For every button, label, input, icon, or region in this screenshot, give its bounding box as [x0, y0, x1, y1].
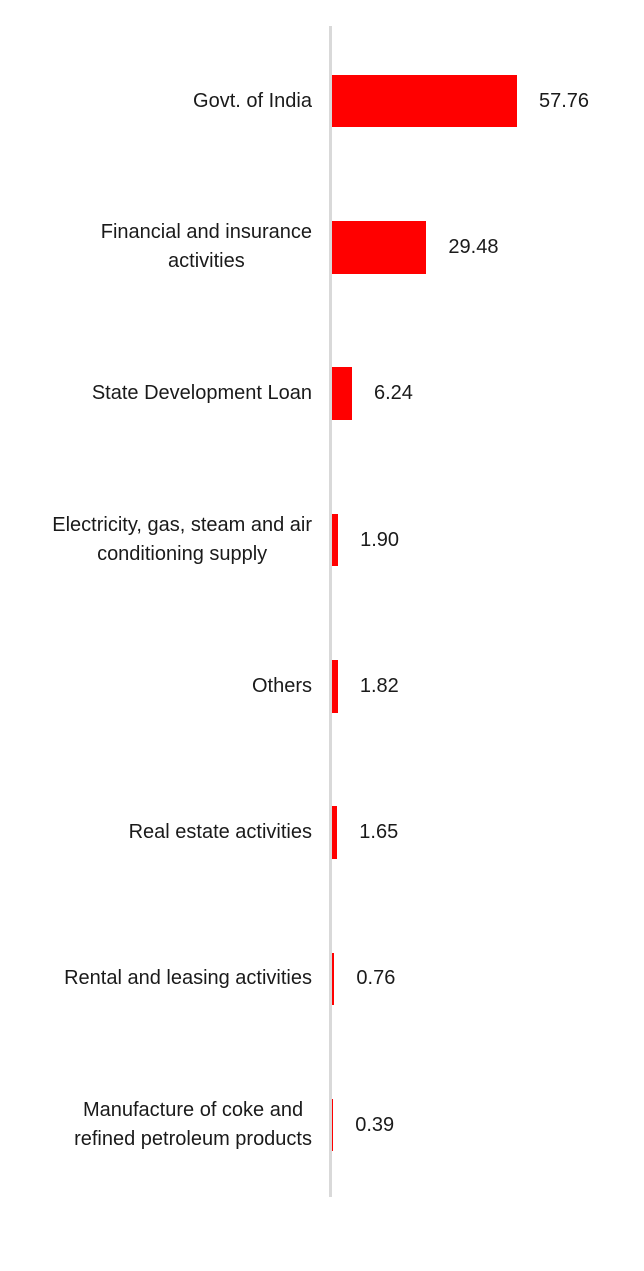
bar-row-electricity-gas: Electricity, gas, steam and air conditio… [0, 467, 644, 613]
bar-zone: 6.24 [332, 367, 413, 420]
category-label: Others [251, 674, 312, 697]
bar [332, 660, 338, 713]
category-cell: Financial and insurance activities [0, 218, 330, 276]
value-label: 57.76 [538, 89, 590, 112]
value-label: 6.24 [373, 382, 413, 405]
category-cell: Manufacture of coke and refined petroleu… [0, 1096, 330, 1154]
bar-zone: 29.48 [332, 221, 498, 274]
bar [332, 952, 335, 1006]
bar [332, 74, 517, 128]
bar-zone: 1.65 [332, 806, 398, 859]
category-axis-line [329, 26, 332, 1197]
bar-row-financial-insurance: Financial and insurance activities 29.48 [0, 174, 644, 320]
category-label: Manufacture of coke and refined petroleu… [74, 1099, 312, 1151]
category-cell: State Development Loan [0, 379, 330, 408]
category-label: Real estate activities [128, 821, 312, 844]
bar [332, 806, 338, 859]
category-cell: Real estate activities [0, 818, 330, 847]
bar [332, 1098, 334, 1152]
category-cell: Govt. of India [0, 87, 330, 116]
bar-row-state-development-loan: State Development Loan 6.24 [0, 321, 644, 467]
category-label: Electricity, gas, steam and air conditio… [52, 514, 312, 566]
bar-row-govt-of-india: Govt. of India 57.76 [0, 28, 644, 174]
bar-row-rental-leasing: Rental and leasing activities 0.76 [0, 906, 644, 1052]
category-cell: Electricity, gas, steam and air conditio… [0, 511, 330, 569]
value-label: 1.65 [359, 821, 399, 844]
category-label: State Development Loan [91, 382, 312, 405]
bar [332, 367, 352, 420]
value-label: 1.82 [359, 674, 399, 697]
category-label: Govt. of India [193, 89, 312, 112]
value-label: 0.76 [356, 967, 396, 990]
bar-row-manufacture-coke: Manufacture of coke and refined petroleu… [0, 1052, 644, 1198]
category-cell: Rental and leasing activities [0, 964, 330, 993]
bar [332, 221, 427, 274]
bar-row-others: Others 1.82 [0, 613, 644, 759]
bar-zone: 1.82 [332, 660, 399, 713]
category-cell: Others [0, 672, 330, 701]
bar-zone: 0.76 [332, 952, 396, 1006]
category-label: Rental and leasing activities [64, 967, 312, 990]
bar-zone: 57.76 [332, 74, 590, 128]
bar-zone: 1.90 [332, 513, 400, 567]
category-label: Financial and insurance activities [100, 221, 312, 273]
value-label: 0.39 [355, 1113, 395, 1136]
bar-row-real-estate: Real estate activities 1.65 [0, 759, 644, 905]
value-label: 1.90 [360, 528, 400, 551]
chart-rows: Govt. of India 57.76 Financial and insur… [0, 28, 644, 1198]
bar [332, 513, 339, 567]
value-label: 29.48 [448, 235, 499, 258]
bar-zone: 0.39 [332, 1098, 395, 1152]
